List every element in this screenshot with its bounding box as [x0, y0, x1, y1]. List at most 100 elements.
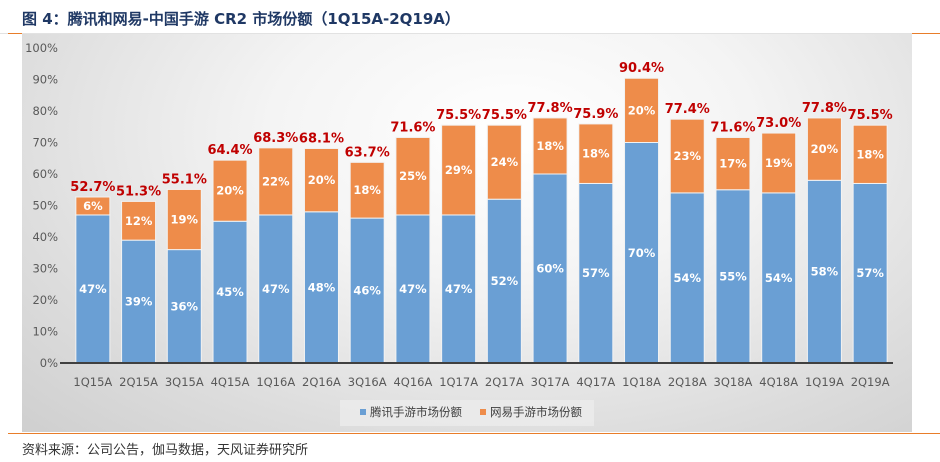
data-label-total: 75.5%: [482, 108, 527, 123]
source-note: 资料来源：公司公告，伽马数据，天风证券研究所: [22, 443, 309, 458]
data-label-total: 55.1%: [162, 172, 207, 187]
x-tick-label: 4Q18A: [759, 375, 798, 389]
data-label-tencent: 39%: [125, 295, 153, 309]
data-label-tencent: 47%: [445, 282, 473, 296]
data-label-netease: 20%: [811, 142, 839, 156]
x-tick-label: 4Q16A: [393, 375, 432, 389]
data-label-tencent: 60%: [536, 262, 564, 276]
data-label-netease: 22%: [262, 174, 290, 188]
data-label-netease: 18%: [536, 139, 564, 153]
data-label-total: 68.3%: [253, 131, 298, 146]
data-label-netease: 20%: [308, 173, 336, 187]
data-label-total: 68.1%: [299, 131, 344, 146]
bar-tencent-2Q18A: [669, 192, 705, 364]
x-tick-label: 2Q16A: [302, 375, 341, 389]
data-label-total: 77.4%: [665, 102, 710, 117]
data-label-total: 75.5%: [436, 108, 481, 123]
data-label-tencent: 45%: [216, 285, 244, 299]
data-label-total: 77.8%: [528, 101, 573, 116]
legend-item-netease: 网易手游市场份额: [480, 405, 582, 419]
x-tick-label: 2Q18A: [668, 375, 707, 389]
bar-tencent-4Q17A: [578, 182, 614, 364]
data-label-tencent: 48%: [308, 280, 336, 294]
data-label-total: 77.8%: [802, 101, 847, 116]
data-labels-layer: 47% 6% 52.7% 39% 12% 51.3% 36% 19% 55.1% 45% 20% 64…: [70, 61, 892, 313]
data-label-netease: 20%: [628, 103, 656, 117]
data-label-tencent: 54%: [765, 271, 793, 285]
data-label-netease: 24%: [491, 155, 519, 169]
bar-netease-3Q18A: [715, 136, 751, 191]
bar-tencent-3Q16A: [349, 217, 385, 364]
bar-netease-1Q17A: [441, 124, 477, 216]
bar-netease-3Q15A: [166, 188, 202, 251]
data-label-tencent: 47%: [399, 282, 427, 296]
y-tick-label: 60%: [32, 167, 58, 181]
data-label-netease: 18%: [856, 147, 884, 161]
y-tick-label: 90%: [32, 73, 58, 87]
data-label-tencent: 54%: [673, 271, 701, 285]
data-label-netease: 12%: [125, 214, 153, 228]
x-tick-label: 3Q15A: [165, 375, 204, 389]
data-label-netease: 19%: [171, 213, 199, 227]
data-label-netease: 25%: [399, 169, 427, 183]
y-tick-label: 20%: [32, 293, 58, 307]
legend-background: [340, 400, 594, 426]
bar-netease-4Q18A: [761, 132, 797, 194]
data-label-total: 52.7%: [70, 180, 115, 195]
footer-rule: [8, 433, 940, 434]
data-label-tencent: 36%: [171, 299, 199, 313]
data-label-netease: 20%: [216, 184, 244, 198]
data-label-total: 51.3%: [116, 184, 161, 199]
title-underline-accent-left: [8, 33, 22, 34]
legend-swatch: [480, 409, 486, 415]
y-axis-ticks: 0% 10% 20% 30% 40% 50% 60% 70% 80% 90% 100%: [25, 41, 58, 370]
bars-layer: [75, 77, 888, 364]
legend-swatch: [360, 409, 366, 415]
x-tick-label: 4Q15A: [211, 375, 250, 389]
x-tick-label: 1Q18A: [622, 375, 661, 389]
x-tick-label: 1Q15A: [73, 375, 112, 389]
y-tick-label: 40%: [32, 230, 58, 244]
bar-tencent-4Q16A: [395, 214, 431, 364]
data-label-total: 63.7%: [345, 145, 390, 160]
x-axis-ticks: 1Q15A 2Q15A 3Q15A 4Q15A 1Q16A 2Q16A 3Q16A 4Q16A…: [73, 375, 889, 389]
x-tick-label: 2Q15A: [119, 375, 158, 389]
legend-label: 腾讯手游市场份额: [370, 405, 462, 419]
bar-netease-2Q16A: [303, 147, 339, 213]
data-label-tencent: 47%: [262, 282, 290, 296]
y-tick-label: 30%: [32, 262, 58, 276]
legend-item-tencent: 腾讯手游市场份额: [360, 405, 462, 419]
x-tick-label: 2Q17A: [485, 375, 524, 389]
x-tick-label: 3Q16A: [348, 375, 387, 389]
y-tick-label: 0%: [40, 356, 58, 370]
bar-netease-1Q16A: [258, 147, 294, 216]
bar-tencent-4Q15A: [212, 220, 248, 364]
data-label-tencent: 57%: [582, 266, 610, 280]
data-label-netease: 17%: [719, 157, 747, 171]
bar-netease-3Q17A: [532, 117, 568, 175]
data-label-tencent: 57%: [856, 266, 884, 280]
x-tick-label: 1Q17A: [439, 375, 478, 389]
y-tick-label: 100%: [25, 41, 58, 55]
y-tick-label: 70%: [32, 136, 58, 150]
data-label-total: 71.6%: [710, 120, 755, 135]
data-label-tencent: 70%: [628, 246, 656, 260]
data-label-total: 75.9%: [573, 107, 618, 122]
data-label-netease: 23%: [673, 149, 701, 163]
bar-tencent-1Q17A: [441, 214, 477, 364]
bar-netease-4Q16A: [395, 136, 431, 216]
legend-label: 网易手游市场份额: [490, 405, 582, 419]
bar-netease-2Q19A: [852, 124, 888, 184]
bar-netease-4Q17A: [578, 123, 614, 184]
data-label-netease: 29%: [445, 163, 473, 177]
bar-netease-2Q17A: [486, 124, 522, 200]
bar-netease-2Q18A: [669, 118, 705, 194]
bar-netease-4Q15A: [212, 159, 248, 222]
y-tick-label: 10%: [32, 325, 58, 339]
data-label-total: 73.0%: [756, 116, 801, 131]
y-tick-label: 80%: [32, 104, 58, 118]
y-tick-label: 50%: [32, 199, 58, 213]
title-underline: [0, 33, 940, 34]
x-tick-label: 4Q17A: [576, 375, 615, 389]
data-label-netease: 6%: [83, 199, 103, 213]
